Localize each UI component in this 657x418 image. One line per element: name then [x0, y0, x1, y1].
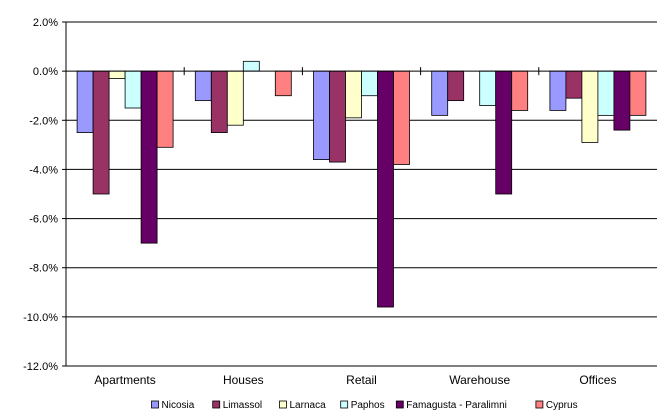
bar	[345, 70, 362, 119]
bar	[377, 70, 394, 308]
bar	[565, 70, 583, 99]
y-tick-label: -10.0%	[23, 312, 58, 324]
legend-item: Paphos	[340, 400, 385, 411]
legend-swatch	[212, 400, 221, 409]
y-tick-label: -12.0%	[23, 361, 58, 373]
legend-label: Famagusta - Paralimni	[406, 400, 507, 411]
bar	[124, 70, 142, 109]
x-axis-category-labels: Apartments Houses Retail Warehouse Offices	[94, 373, 616, 387]
y-tick-label: -4.0%	[29, 164, 58, 176]
x-category-label: Apartments	[94, 373, 155, 387]
bar	[194, 70, 212, 102]
legend-item: Famagusta - Paralimni	[395, 400, 507, 411]
bar	[361, 70, 378, 97]
y-tick-label: 2.0%	[33, 17, 58, 29]
legend-item: Cyprus	[535, 400, 578, 411]
legend-item: Larnaca	[279, 400, 327, 411]
y-tick-label: -6.0%	[29, 214, 58, 226]
legend-label: Larnaca	[290, 400, 327, 411]
bar	[140, 70, 158, 244]
bar	[479, 70, 497, 106]
bar	[274, 70, 292, 97]
legend-item: Nicosia	[151, 400, 195, 411]
bar	[210, 70, 228, 133]
x-category-label: Offices	[579, 373, 616, 387]
bar	[597, 70, 615, 116]
x-category-label: Warehouse	[449, 373, 510, 387]
legend-label: Nicosia	[162, 400, 195, 411]
legend: Nicosia Limassol Larnaca Paphos Famagusta - …	[151, 400, 578, 411]
x-category-label: Houses	[223, 373, 264, 387]
x-category-label: Retail	[346, 373, 377, 387]
bar	[76, 70, 94, 133]
y-tick-label: -2.0%	[29, 115, 58, 127]
bar	[242, 60, 260, 72]
bar	[511, 70, 529, 111]
legend-item: Limassol	[212, 400, 262, 411]
bar	[629, 70, 647, 116]
legend-swatch	[340, 400, 349, 409]
bar	[156, 70, 174, 148]
bar	[447, 70, 465, 102]
bar	[581, 70, 599, 143]
bar	[226, 70, 244, 126]
bar	[431, 70, 449, 116]
bar	[313, 70, 330, 161]
bar	[495, 70, 513, 195]
bar	[613, 70, 631, 131]
legend-swatch	[395, 400, 404, 409]
bar	[393, 70, 410, 165]
bar	[549, 70, 567, 111]
y-tick-label: 0.0%	[33, 66, 58, 78]
legend-label: Limassol	[223, 400, 262, 411]
bar	[329, 70, 346, 163]
legend-label: Cyprus	[546, 400, 578, 411]
bar	[108, 70, 126, 79]
legend-label: Paphos	[351, 400, 385, 411]
legend-swatch	[151, 400, 159, 409]
y-tick-label: -8.0%	[29, 263, 58, 275]
legend-swatch	[535, 400, 544, 409]
bar	[92, 70, 110, 195]
axes	[62, 21, 657, 367]
bars	[76, 60, 647, 308]
y-axis-tick-labels: 2.0% 0.0% -2.0% -4.0% -6.0% -8.0% -10.0% -12.0%	[23, 17, 58, 373]
legend-swatch	[279, 400, 287, 409]
